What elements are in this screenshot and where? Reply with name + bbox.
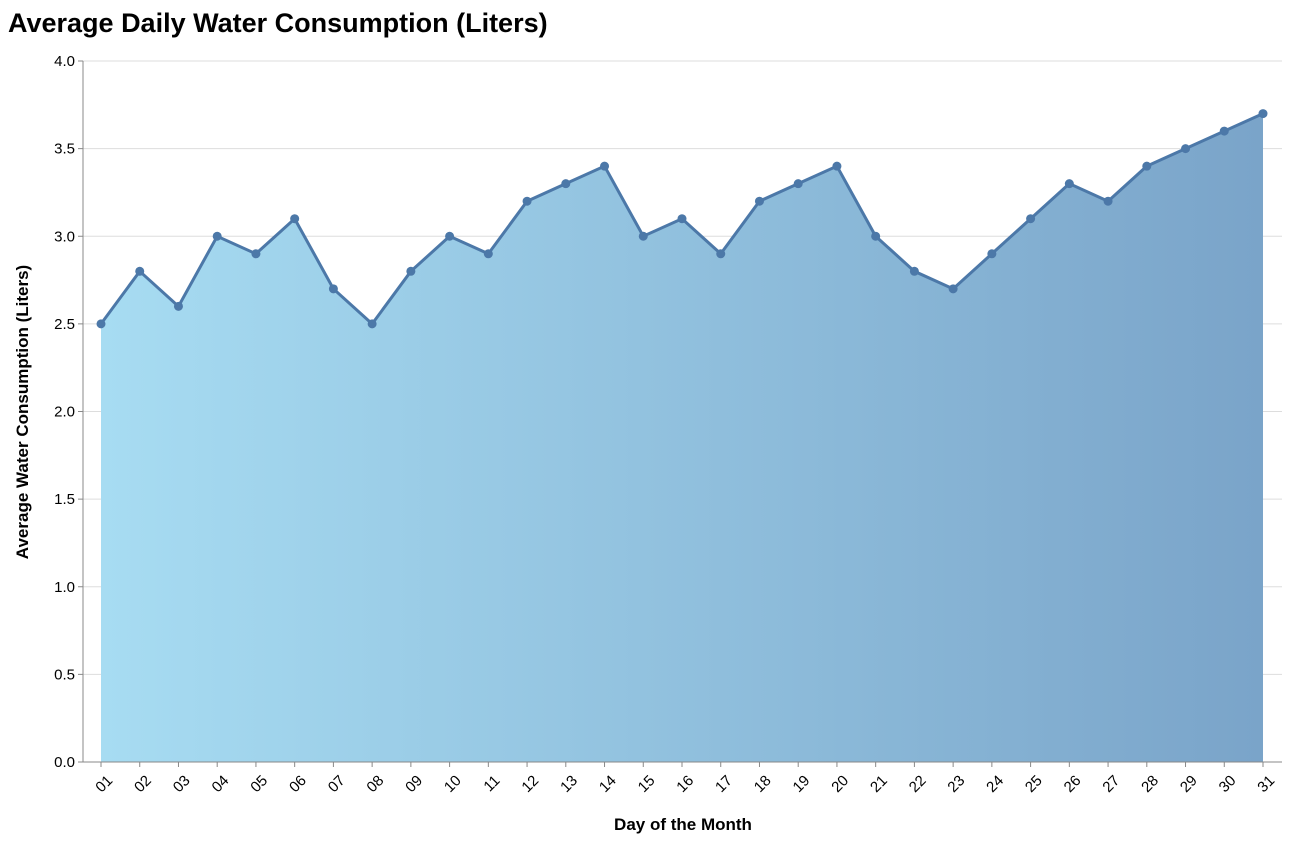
data-point [754, 196, 764, 206]
x-tick-label: 17 [712, 772, 736, 796]
x-tick-label: 25 [1022, 772, 1046, 796]
y-tick-label: 3.0 [54, 228, 75, 245]
data-point [251, 249, 261, 259]
x-tick-label: 11 [480, 772, 503, 795]
data-point [328, 284, 338, 294]
x-tick-label: 28 [1138, 772, 1162, 796]
y-tick-label: 0.0 [54, 754, 75, 771]
data-point [716, 249, 726, 259]
data-point [367, 319, 377, 329]
data-points [96, 109, 1268, 329]
x-tick-label: 04 [209, 772, 233, 796]
x-tick-label: 09 [402, 772, 426, 796]
y-tick-label: 3.5 [54, 141, 75, 158]
x-tick-label: 14 [596, 772, 620, 796]
data-point [677, 214, 687, 224]
data-point [909, 266, 919, 276]
x-tick-label: 30 [1216, 772, 1240, 796]
x-tick-label: 22 [906, 772, 930, 796]
x-tick-label: 21 [867, 772, 891, 796]
data-point [96, 319, 106, 329]
x-tick-label: 10 [441, 772, 465, 796]
y-tick-label: 2.5 [54, 316, 75, 333]
y-tick-label: 1.5 [54, 491, 75, 508]
x-tick-label: 06 [286, 772, 310, 796]
x-tick-label: 24 [983, 772, 1007, 796]
data-point [406, 266, 416, 276]
data-point [212, 231, 222, 241]
data-point [135, 266, 145, 276]
data-point [1103, 196, 1113, 206]
data-point [1064, 179, 1074, 189]
data-point [561, 179, 571, 189]
data-point [483, 249, 493, 259]
data-point [1181, 144, 1191, 154]
x-tick-label: 19 [790, 772, 814, 796]
data-point [1219, 126, 1229, 136]
data-point [871, 231, 881, 241]
x-tick-label: 07 [325, 772, 349, 796]
y-tick-label: 1.0 [54, 579, 75, 596]
chart-title: Average Daily Water Consumption (Liters) [8, 8, 548, 38]
data-point [1258, 109, 1268, 119]
data-point [522, 196, 532, 206]
data-point [600, 161, 610, 171]
data-point [638, 231, 648, 241]
x-tick-label: 16 [673, 772, 697, 796]
x-tick-label: 03 [170, 772, 194, 796]
y-axis-title: Average Water Consumption (Liters) [13, 265, 32, 559]
data-point [1142, 161, 1152, 171]
x-tick-label: 08 [363, 772, 387, 796]
data-point [987, 249, 997, 259]
x-tick-label: 12 [518, 772, 542, 796]
data-point [948, 284, 958, 294]
area-fill [101, 113, 1263, 762]
x-tick-label: 20 [828, 772, 852, 796]
x-tick-label: 13 [557, 772, 581, 796]
x-tick-label: 31 [1254, 772, 1278, 796]
y-tick-label: 2.0 [54, 404, 75, 421]
x-tick-label: 02 [131, 772, 155, 796]
data-point [832, 161, 842, 171]
data-point [445, 231, 455, 241]
data-point [793, 179, 803, 189]
x-tick-label: 01 [92, 772, 116, 796]
x-tick-label: 29 [1177, 772, 1201, 796]
data-point [1026, 214, 1036, 224]
x-tick-label: 23 [944, 772, 968, 796]
data-point [290, 214, 300, 224]
y-tick-label: 4.0 [54, 53, 75, 70]
data-point [173, 301, 183, 311]
x-axis-title: Day of the Month [614, 815, 752, 834]
x-tick-label: 05 [247, 772, 271, 796]
x-tick-label: 18 [751, 772, 775, 796]
x-tick-label: 26 [1061, 772, 1085, 796]
y-tick-label: 0.5 [54, 666, 75, 683]
x-tick-label: 15 [635, 772, 659, 796]
x-tick-label: 27 [1099, 772, 1123, 796]
